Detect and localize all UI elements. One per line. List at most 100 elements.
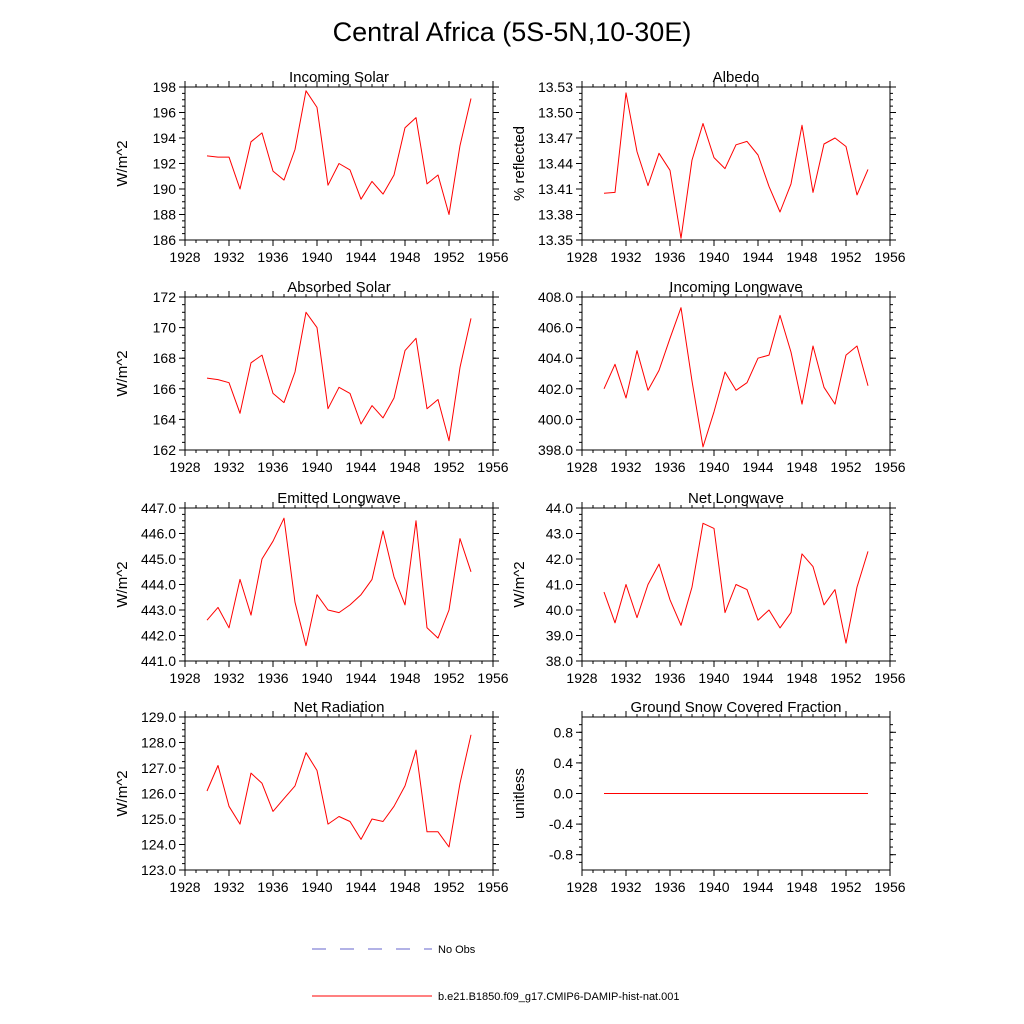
y-tick-label: 194 <box>153 130 177 146</box>
y-tick-label: 164 <box>153 411 177 427</box>
panel-ground-snow-covered-fraction: Ground Snow Covered Fraction 1928 1932 1936… <box>511 699 906 895</box>
x-tick-label: 1952 <box>830 459 861 475</box>
y-tick-label: 13.35 <box>538 232 573 248</box>
plot-frame <box>581 296 891 451</box>
series-line <box>206 734 472 848</box>
x-tick-label: 1948 <box>389 459 420 475</box>
y-tick-label: 39.0 <box>546 628 573 644</box>
x-tick-label: 1932 <box>213 879 244 895</box>
y-tick-label: 406.0 <box>538 320 573 336</box>
x-tick-label: 1936 <box>654 249 685 265</box>
x-tick-label: 1952 <box>433 249 464 265</box>
x-tick-label: 1932 <box>213 670 244 686</box>
x-tick-label: 1928 <box>566 879 597 895</box>
y-tick-label: 41.0 <box>546 577 573 593</box>
x-tick-label: 1932 <box>213 459 244 475</box>
x-tick-label: 1928 <box>169 249 200 265</box>
y-tick-label: 44.0 <box>546 500 573 516</box>
panel-title: Albedo <box>713 69 760 86</box>
y-tick-label: 188 <box>153 207 177 223</box>
x-tick-label: 1940 <box>698 249 729 265</box>
x-tick-label: 1928 <box>566 670 597 686</box>
x-tick-label: 1944 <box>742 879 773 895</box>
y-tick-label: 0.4 <box>554 755 574 771</box>
y-tick-label: 13.38 <box>538 207 573 223</box>
y-tick-label: -0.4 <box>549 816 573 832</box>
x-tick-label: 1952 <box>830 879 861 895</box>
x-tick-label: 1948 <box>786 879 817 895</box>
x-tick-label: 1932 <box>610 249 641 265</box>
y-tick-label: 0.8 <box>554 724 574 740</box>
y-axis-label: unitless <box>511 768 528 819</box>
x-tick-label: 1940 <box>301 459 332 475</box>
x-tick-label: 1948 <box>786 670 817 686</box>
panel-net-longwave: Net Longwave 1928 1932 1936 1940 1944 1948 1952… <box>511 490 906 686</box>
x-tick-label: 1936 <box>257 249 288 265</box>
y-tick-label: 13.47 <box>538 130 573 146</box>
x-tick-label: 1952 <box>830 670 861 686</box>
y-tick-label: 198 <box>153 79 177 95</box>
x-tick-label: 1940 <box>698 879 729 895</box>
panel-incoming-longwave: Incoming Longwave 1928 1932 1936 1940 1944 194… <box>538 279 906 475</box>
y-tick-label: 447.0 <box>141 500 176 516</box>
y-tick-label: 42.0 <box>546 551 573 567</box>
x-tick-label: 1936 <box>654 879 685 895</box>
y-tick-label: 446.0 <box>141 526 176 542</box>
x-tick-label: 1948 <box>786 459 817 475</box>
x-tick-label: 1940 <box>698 459 729 475</box>
y-tick-label: 124.0 <box>141 837 176 853</box>
x-tick-label: 1928 <box>566 249 597 265</box>
y-tick-label: 13.41 <box>538 181 573 197</box>
x-tick-label: 1952 <box>433 670 464 686</box>
y-tick-label: 0.0 <box>554 786 574 802</box>
y-axis-label: W/m^2 <box>114 350 131 396</box>
panel-emitted-longwave: Emitted Longwave 1928 1932 1936 1940 1944 1948… <box>114 490 509 686</box>
y-tick-label: 162 <box>153 442 177 458</box>
x-tick-label: 1932 <box>213 249 244 265</box>
y-tick-label: 443.0 <box>141 602 176 618</box>
y-tick-label: 40.0 <box>546 602 573 618</box>
x-tick-label: 1944 <box>345 249 376 265</box>
y-tick-label: 129.0 <box>141 709 176 725</box>
y-tick-label: 192 <box>153 156 177 172</box>
y-tick-label: 402.0 <box>538 381 573 397</box>
x-tick-label: 1940 <box>301 879 332 895</box>
y-tick-label: 38.0 <box>546 653 573 669</box>
x-tick-label: 1952 <box>433 879 464 895</box>
panel-title: Absorbed Solar <box>287 279 390 296</box>
x-tick-label: 1928 <box>169 459 200 475</box>
x-tick-label: 1936 <box>257 879 288 895</box>
y-axis-label: W/m^2 <box>114 140 131 186</box>
legend: No Obs b.e21.B1850.f09_g17.CMIP6-DAMIP-h… <box>312 944 680 1003</box>
x-tick-label: 1936 <box>257 670 288 686</box>
x-tick-label: 1928 <box>169 879 200 895</box>
y-tick-label: 125.0 <box>141 811 176 827</box>
panel-net-radiation: Net Radiation 1928 1932 1936 1940 1944 1948 195… <box>114 699 509 895</box>
panel-incoming-solar: Incoming Solar 1928 1932 1936 1940 1944 1948 19… <box>114 69 509 265</box>
y-tick-label: 442.0 <box>141 628 176 644</box>
y-tick-label: -0.8 <box>549 847 573 863</box>
x-tick-label: 1940 <box>698 670 729 686</box>
series-line <box>603 307 869 448</box>
y-tick-label: 128.0 <box>141 735 176 751</box>
y-tick-label: 444.0 <box>141 577 176 593</box>
panel-albedo: Albedo 1928 1932 1936 1940 1944 1948 1952 1956 13… <box>511 69 906 265</box>
series-line <box>206 90 472 215</box>
x-tick-label: 1948 <box>389 879 420 895</box>
y-tick-label: 13.50 <box>538 105 573 121</box>
y-tick-label: 186 <box>153 232 177 248</box>
series-line <box>206 517 472 647</box>
x-tick-label: 1956 <box>477 459 508 475</box>
panel-title: Incoming Longwave <box>669 279 802 296</box>
panel-title: Incoming Solar <box>289 69 389 86</box>
y-tick-label: 170 <box>153 320 177 336</box>
figure-title: Central Africa (5S-5N,10-30E) <box>333 17 692 47</box>
x-tick-label: 1956 <box>477 879 508 895</box>
plot-frame <box>184 507 494 662</box>
series-line <box>603 522 869 644</box>
x-tick-label: 1932 <box>610 459 641 475</box>
x-tick-label: 1948 <box>389 249 420 265</box>
y-tick-label: 168 <box>153 350 177 366</box>
x-tick-label: 1932 <box>610 670 641 686</box>
